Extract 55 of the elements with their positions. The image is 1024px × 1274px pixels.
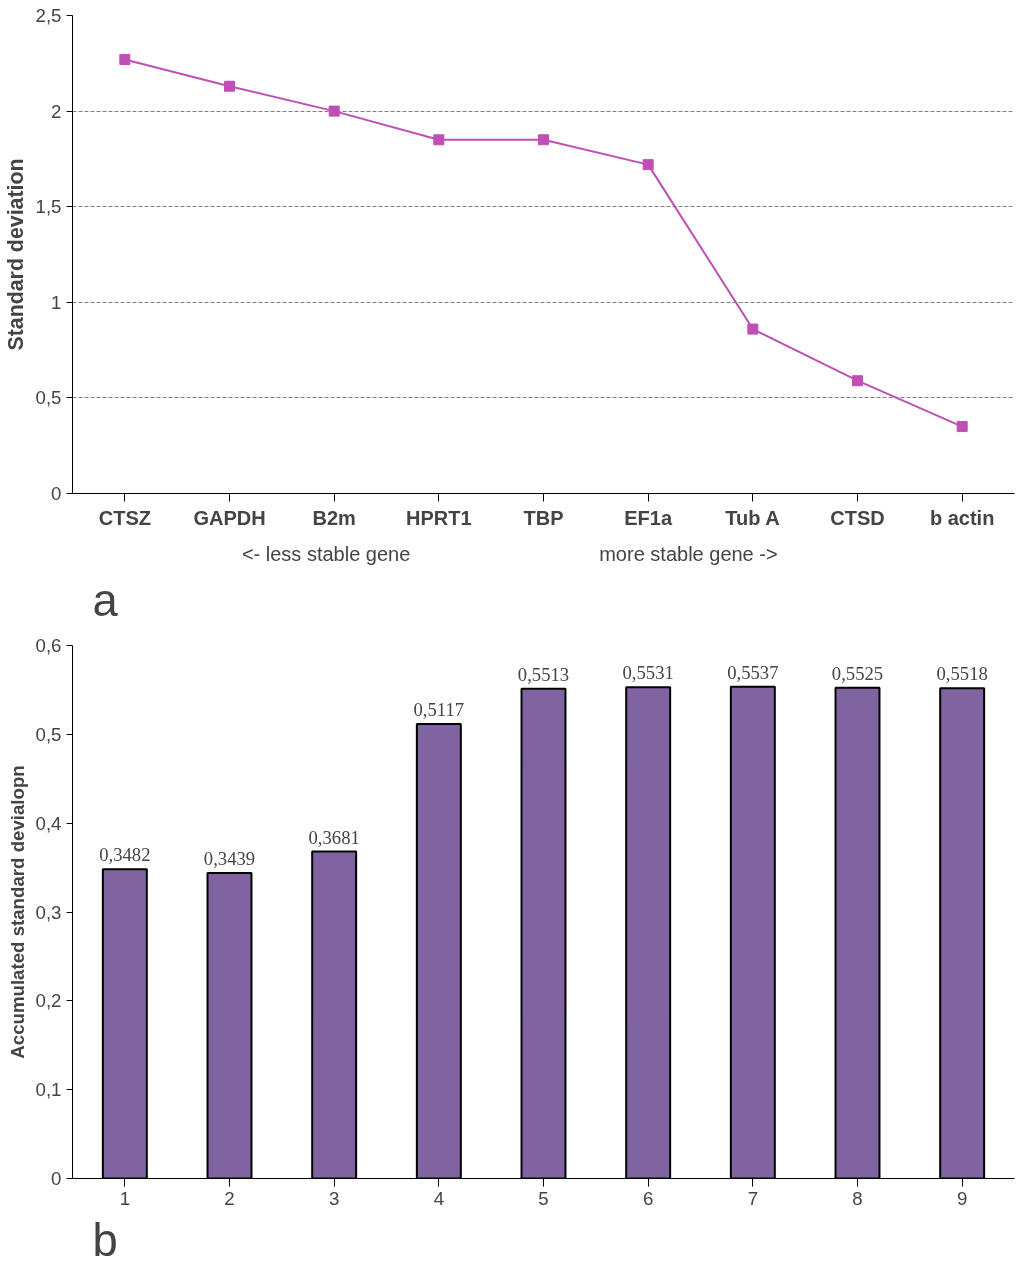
point	[852, 375, 863, 387]
y-axis-title: Accumulated standard devialopn	[6, 765, 28, 1059]
x-tick-label: 8	[852, 1187, 863, 1209]
x-tick-label: 9	[956, 1187, 968, 1209]
x-tick-label: 1	[119, 1187, 131, 1209]
point	[224, 80, 235, 92]
y-tick-label: 2,5	[35, 5, 62, 26]
y-tick-label: 0	[51, 483, 62, 504]
point	[119, 53, 131, 65]
x-tick-label: GAPDH	[193, 506, 266, 529]
y-tick-label: 0,5	[35, 723, 62, 745]
data-label: 0,3482	[99, 844, 151, 866]
data-label: 0,5531	[622, 662, 674, 684]
data-label: 0,5525	[831, 662, 884, 684]
x-tick-label: CTSZ	[98, 506, 151, 529]
point	[747, 323, 759, 335]
point	[433, 134, 445, 146]
y-tick-label: 2	[51, 100, 62, 122]
y-tick-label: 0,6	[35, 635, 62, 656]
data-label: 0,5518	[936, 663, 988, 685]
y-tick-label: 1,5	[35, 196, 62, 218]
y-tick-label: 0	[51, 1168, 62, 1189]
y-tick-label: 0,2	[35, 990, 62, 1012]
point	[328, 105, 340, 117]
x-tick-label: TBP	[523, 506, 564, 529]
y-tick-label: 0,5	[35, 387, 62, 409]
x-tick-label: 4	[433, 1187, 445, 1209]
data-label: 0,3681	[308, 826, 360, 848]
x-tick-label: 2	[224, 1187, 235, 1209]
point	[642, 159, 654, 171]
x-tick-label: 6	[642, 1187, 654, 1209]
x-tick-label: B2m	[312, 506, 356, 529]
data-label: 0,5537	[727, 661, 779, 683]
y-tick-label: 0,1	[35, 1079, 62, 1101]
y-tick-label: 1	[51, 291, 62, 313]
x-tick-label: b actin	[929, 506, 995, 529]
data-label: 0,5513	[517, 663, 570, 685]
text: b	[92, 1214, 118, 1266]
point	[538, 134, 549, 146]
text: a	[92, 574, 119, 626]
point	[956, 421, 968, 433]
text: <- less stable gene	[241, 542, 411, 565]
y-tick-label: 0,3	[35, 901, 62, 923]
text: more stable gene ->	[599, 542, 778, 565]
x-tick-label: CTSD	[830, 506, 885, 529]
x-tick-label: HPRT1	[406, 506, 472, 529]
x-tick-label: 7	[747, 1187, 759, 1209]
y-tick-label: 0,4	[35, 812, 62, 834]
x-tick-label: Tub A	[725, 506, 780, 529]
x-tick-label: EF1a	[624, 506, 673, 529]
x-tick-label: 3	[328, 1187, 340, 1209]
data-label: 0,5117	[413, 698, 465, 720]
y-axis-title: Standard deviation	[3, 158, 28, 351]
x-tick-label: 5	[538, 1187, 549, 1209]
data-label: 0,3439	[203, 848, 256, 869]
